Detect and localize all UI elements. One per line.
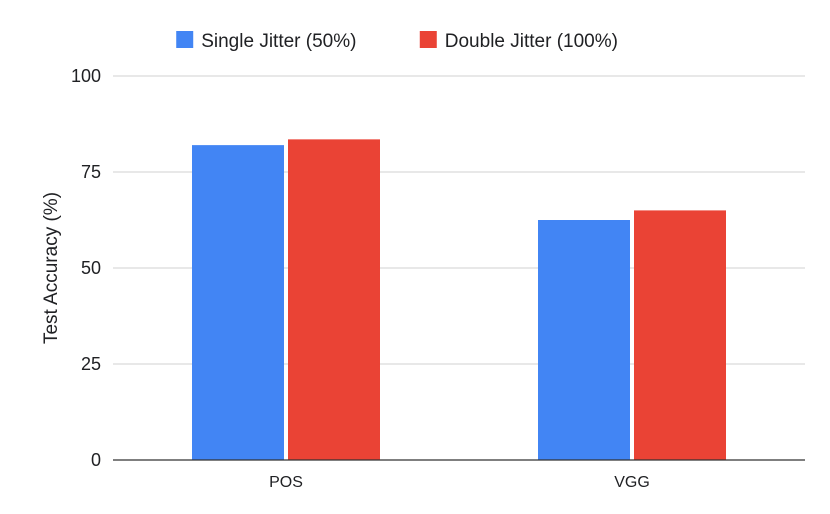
legend: Single Jitter (50%) Double Jitter (100%)	[176, 31, 618, 52]
bars	[192, 139, 726, 461]
y-tick-label: 100	[71, 66, 101, 86]
bar-pos-series-1	[192, 145, 284, 460]
x-tick-label: POS	[269, 474, 303, 491]
y-axis-ticks: 0 25 50 75 100	[71, 66, 101, 470]
y-axis-label: Test Accuracy (%)	[41, 192, 62, 344]
legend-swatch	[176, 31, 194, 48]
legend-item: Single Jitter (50%)	[176, 31, 356, 52]
x-tick-label: VGG	[614, 474, 650, 491]
legend-item: Double Jitter (100%)	[419, 31, 618, 52]
bar-vgg-series-2	[634, 210, 726, 460]
y-tick-label: 0	[91, 450, 101, 470]
legend-label: Single Jitter (50%)	[201, 31, 356, 52]
bar-vgg-series-1	[538, 220, 630, 460]
x-axis-ticks: POS VGG	[269, 474, 650, 491]
legend-swatch	[419, 31, 437, 48]
legend-label: Double Jitter (100%)	[445, 31, 618, 52]
y-tick-label: 50	[81, 258, 101, 278]
y-tick-label: 75	[81, 162, 101, 182]
bar-pos-series-2	[288, 139, 380, 461]
y-tick-label: 25	[81, 354, 101, 374]
